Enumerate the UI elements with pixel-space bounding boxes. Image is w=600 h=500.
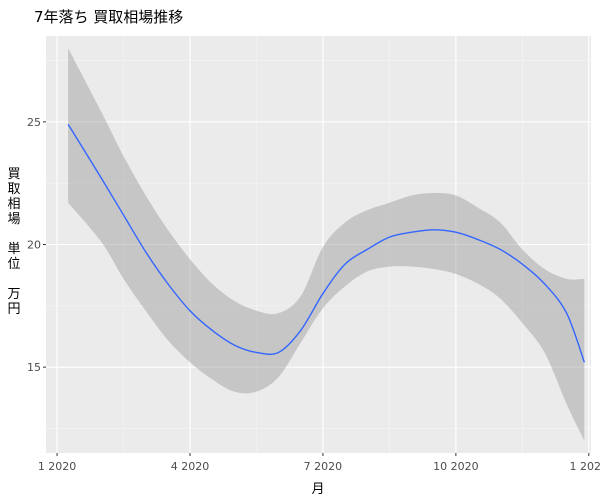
y-tick-label: 25 — [27, 116, 41, 129]
y-axis-title: 買取相場 単位 万円 — [7, 167, 20, 317]
x-tick-label: 1 2021 — [570, 460, 600, 473]
x-tick-label: 7 2020 — [304, 460, 343, 473]
x-tick-label: 10 2020 — [433, 460, 479, 473]
chart-title: 7年落ち 買取相場推移 — [34, 8, 184, 26]
confidence-band — [68, 48, 585, 441]
y-axis-ticks: 15 20 25 — [27, 116, 46, 374]
x-axis-title: 月 — [311, 482, 324, 497]
trend-line-layer — [67, 123, 586, 363]
x-tick-label: 4 2020 — [171, 460, 210, 473]
y-tick-label: 20 — [27, 239, 41, 252]
x-axis-ticks: 1 2020 4 2020 7 2020 10 2020 1 2021 — [38, 453, 600, 473]
x-tick-label: 1 2020 — [38, 460, 77, 473]
major-gridlines — [46, 36, 591, 453]
trend-line — [67, 123, 586, 363]
confidence-band-layer — [68, 48, 585, 441]
y-tick-label: 15 — [27, 361, 41, 374]
